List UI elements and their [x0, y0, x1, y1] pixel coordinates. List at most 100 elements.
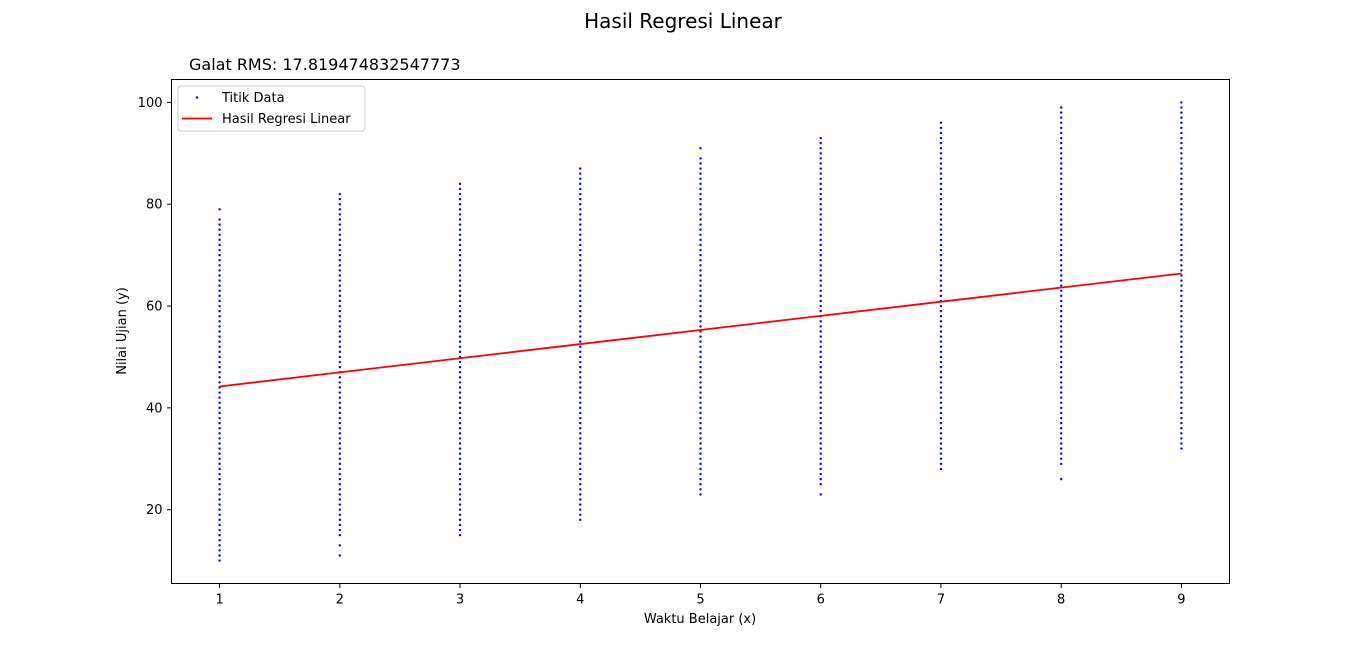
data-point [458, 365, 462, 369]
data-point [218, 518, 221, 522]
data-point [218, 371, 221, 374]
data-point [579, 508, 582, 511]
scatter-column-x7 [939, 121, 943, 471]
data-point [218, 248, 221, 252]
data-point [819, 264, 822, 267]
plot-area [218, 101, 1183, 562]
y-tick-label-100: 100 [138, 96, 163, 111]
data-point [1180, 213, 1183, 216]
data-point [819, 365, 822, 369]
data-point [939, 218, 943, 221]
data-point [939, 136, 943, 140]
data-point [699, 340, 702, 343]
data-point [699, 187, 702, 191]
data-point [699, 248, 702, 252]
data-point [939, 325, 943, 328]
data-point [819, 279, 822, 282]
data-point [1180, 228, 1183, 231]
data-point [338, 299, 342, 303]
data-point [579, 279, 582, 282]
data-point [939, 421, 943, 425]
data-point [699, 192, 702, 196]
data-point [699, 427, 702, 430]
data-point [338, 386, 342, 389]
data-point [1180, 274, 1183, 277]
data-point [579, 218, 582, 221]
data-point [338, 518, 342, 522]
data-point [218, 284, 221, 287]
data-point [1180, 197, 1183, 201]
data-point [218, 289, 221, 292]
data-point [939, 228, 943, 231]
data-point [579, 197, 582, 201]
legend-box [177, 85, 366, 132]
data-point [1180, 304, 1183, 308]
data-point [458, 248, 462, 252]
data-point [458, 528, 462, 532]
data-point [579, 467, 582, 471]
data-point [1180, 203, 1183, 206]
data-point [819, 437, 822, 440]
data-point [1059, 437, 1063, 440]
data-point [458, 330, 462, 333]
data-point [939, 381, 943, 384]
data-point [819, 248, 822, 252]
data-point [218, 340, 221, 343]
data-point [579, 269, 582, 272]
data-point [1180, 141, 1183, 145]
data-point [458, 381, 462, 384]
data-point [939, 187, 943, 191]
data-point [699, 355, 702, 359]
data-point [1059, 172, 1063, 175]
data-point [1059, 360, 1063, 364]
data-point [458, 299, 462, 303]
data-point [819, 284, 822, 287]
data-point [458, 228, 462, 231]
data-point [939, 320, 943, 323]
data-point [458, 243, 462, 247]
data-point [338, 493, 342, 496]
data-point [1180, 386, 1183, 389]
data-point [1059, 223, 1063, 226]
data-point [579, 167, 582, 170]
data-point [338, 391, 342, 394]
data-point [699, 279, 702, 282]
data-point [338, 452, 342, 455]
data-point [1059, 294, 1063, 298]
data-point [218, 416, 221, 420]
data-point [1180, 447, 1183, 450]
data-point [1180, 208, 1183, 211]
data-point [699, 386, 702, 389]
data-point [338, 503, 342, 506]
data-point [819, 243, 822, 247]
data-point [1180, 279, 1183, 282]
data-point [1059, 136, 1063, 140]
legend-label-regresi: Hasil Regresi Linear [222, 112, 351, 127]
data-point [699, 172, 702, 175]
y-axis-label: Nilai Ujian (y) [115, 287, 130, 375]
data-point [819, 442, 822, 445]
data-point [699, 483, 702, 486]
data-point [458, 315, 462, 318]
data-point [218, 493, 221, 496]
data-point [699, 488, 702, 491]
data-point [338, 320, 342, 323]
data-point [819, 197, 822, 201]
data-point [1059, 320, 1063, 323]
data-point [338, 421, 342, 425]
data-point [699, 264, 702, 267]
data-point [699, 228, 702, 231]
data-point [338, 325, 342, 328]
data-point [579, 299, 582, 303]
data-point [699, 157, 702, 160]
data-point [458, 218, 462, 221]
data-point [218, 315, 221, 318]
scatter-column-x2 [338, 192, 342, 557]
data-point [819, 172, 822, 175]
data-point [699, 391, 702, 394]
data-point [1059, 177, 1063, 180]
data-point [939, 162, 943, 165]
data-point [939, 365, 943, 369]
data-point [939, 442, 943, 445]
data-point [819, 483, 822, 486]
